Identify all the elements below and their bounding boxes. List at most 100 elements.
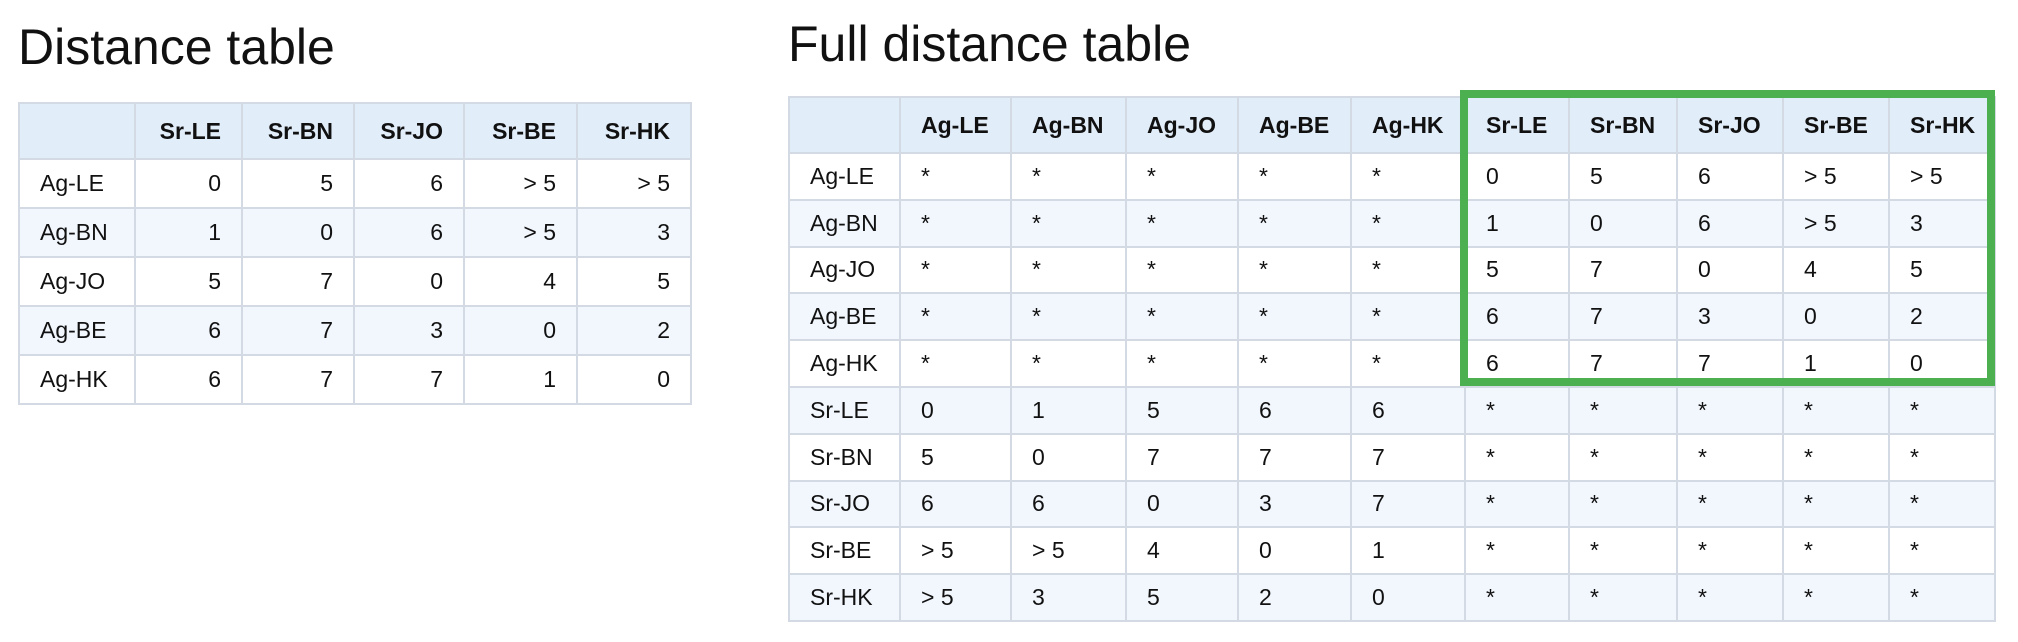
table-cell: * (899, 245, 1012, 295)
table-cell: * (1568, 479, 1678, 529)
table-cell: * (1464, 479, 1570, 529)
table-cell: * (1237, 198, 1352, 248)
table-cell: > 5 (576, 158, 692, 209)
table-row: Ag-HK 6 7 7 1 0 (18, 354, 692, 405)
table-cell: 0 (1010, 432, 1127, 482)
table-cell: * (1125, 339, 1239, 388)
table-cell: 6 (353, 158, 465, 209)
table-cell: * (1010, 198, 1127, 248)
table-cell: 5 (1125, 573, 1239, 622)
table-cell: * (1568, 432, 1678, 482)
table-cell: 5 (899, 432, 1012, 482)
table-cell: 1 (1350, 526, 1466, 576)
table-cell: 2 (1888, 292, 1996, 342)
table-cell: 3 (1010, 573, 1127, 622)
table-cell: 0 (1350, 573, 1466, 622)
table-cell: 7 (1568, 245, 1678, 295)
table-row: Ag-JO 5 7 0 4 5 (18, 256, 692, 307)
table-cell: 0 (463, 305, 578, 356)
table-cell: 7 (241, 305, 355, 356)
table-cell: 0 (1125, 479, 1239, 529)
table-row: Sr-BN 5 0 7 7 7 * * * * * (788, 432, 1996, 482)
table-cell: * (1888, 479, 1996, 529)
table-cell: 3 (1676, 292, 1784, 342)
column-header: Sr-BN (241, 102, 355, 160)
table-cell: 2 (576, 305, 692, 356)
column-header: Ag-HK (1350, 96, 1466, 154)
table-cell: * (1237, 292, 1352, 342)
full-distance-table-title: Full distance table (788, 16, 1192, 72)
row-header-cell: Sr-BN (788, 432, 901, 482)
table-row: Ag-HK * * * * * 6 7 7 1 0 (788, 339, 1996, 388)
table-cell: * (1010, 339, 1127, 388)
table-cell: 0 (1464, 152, 1570, 201)
column-header: Ag-JO (1125, 96, 1239, 154)
table-cell: * (1237, 152, 1352, 201)
column-header: Sr-JO (353, 102, 465, 160)
table-cell: * (1125, 292, 1239, 342)
table-cell: 0 (134, 158, 243, 209)
table-cell: 5 (1568, 152, 1678, 201)
table-cell: > 5 (463, 158, 578, 209)
table-cell: 4 (1125, 526, 1239, 576)
row-header-cell: Sr-HK (788, 573, 901, 622)
full-distance-table: Ag-LE Ag-BN Ag-JO Ag-BE Ag-HK Sr-LE Sr-BN Sr-JO… (788, 96, 1996, 622)
table-cell: 0 (1676, 245, 1784, 295)
table-cell: * (899, 292, 1012, 342)
row-header-cell: Sr-LE (788, 385, 901, 435)
table-cell: 1 (134, 207, 243, 258)
table-cell: 6 (134, 305, 243, 356)
distance-table-title: Distance table (18, 19, 335, 75)
column-header: Sr-LE (1464, 96, 1570, 154)
table-cell: 7 (1568, 292, 1678, 342)
table-cell: * (1782, 526, 1890, 576)
table-cell: * (1676, 479, 1784, 529)
table-cell: 6 (1676, 198, 1784, 248)
table-cell: 7 (241, 256, 355, 307)
table-cell: 1 (1010, 385, 1127, 435)
table-cell: * (1350, 292, 1466, 342)
table-cell: * (1237, 245, 1352, 295)
table-cell: 7 (1568, 339, 1678, 388)
table-cell: * (1676, 385, 1784, 435)
table-cell: * (1888, 385, 1996, 435)
table-cell: * (1010, 152, 1127, 201)
table-cell: * (1782, 385, 1890, 435)
table-cell: 0 (1568, 198, 1678, 248)
table-cell: * (1010, 292, 1127, 342)
table-row: Sr-LE 0 1 5 6 6 * * * * * (788, 385, 1996, 435)
table-cell: 5 (1888, 245, 1996, 295)
table-cell: * (1676, 573, 1784, 622)
table-cell: * (899, 152, 1012, 201)
table-cell: * (1676, 432, 1784, 482)
table-cell: > 5 (1888, 152, 1996, 201)
table-cell: 6 (1237, 385, 1352, 435)
table-cell: 3 (353, 305, 465, 356)
table-cell: 0 (353, 256, 465, 307)
table-cell: * (1125, 245, 1239, 295)
table-cell: 5 (241, 158, 355, 209)
row-header-cell: Ag-HK (788, 339, 901, 388)
table-cell: * (899, 198, 1012, 248)
row-header-cell: Sr-JO (788, 479, 901, 529)
table-cell: * (1350, 245, 1466, 295)
table-cell: * (1782, 573, 1890, 622)
table-cell: * (1350, 198, 1466, 248)
table-cell: 0 (899, 385, 1012, 435)
table-cell: 4 (1782, 245, 1890, 295)
table-cell: * (1568, 573, 1678, 622)
table-cell: > 5 (463, 207, 578, 258)
table-cell: * (1350, 152, 1466, 201)
column-header: Sr-HK (576, 102, 692, 160)
table-row: Ag-BE 6 7 3 0 2 (18, 305, 692, 356)
table-cell: > 5 (1010, 526, 1127, 576)
table-cell: > 5 (899, 573, 1012, 622)
column-header: Sr-JO (1676, 96, 1784, 154)
table-cell: 2 (1237, 573, 1352, 622)
table-cell: 7 (1125, 432, 1239, 482)
column-header: Sr-BE (463, 102, 578, 160)
table-cell: * (1782, 432, 1890, 482)
table-row: Ag-LE * * * * * 0 5 6 > 5 > 5 (788, 152, 1996, 201)
table-cell: * (1888, 526, 1996, 576)
